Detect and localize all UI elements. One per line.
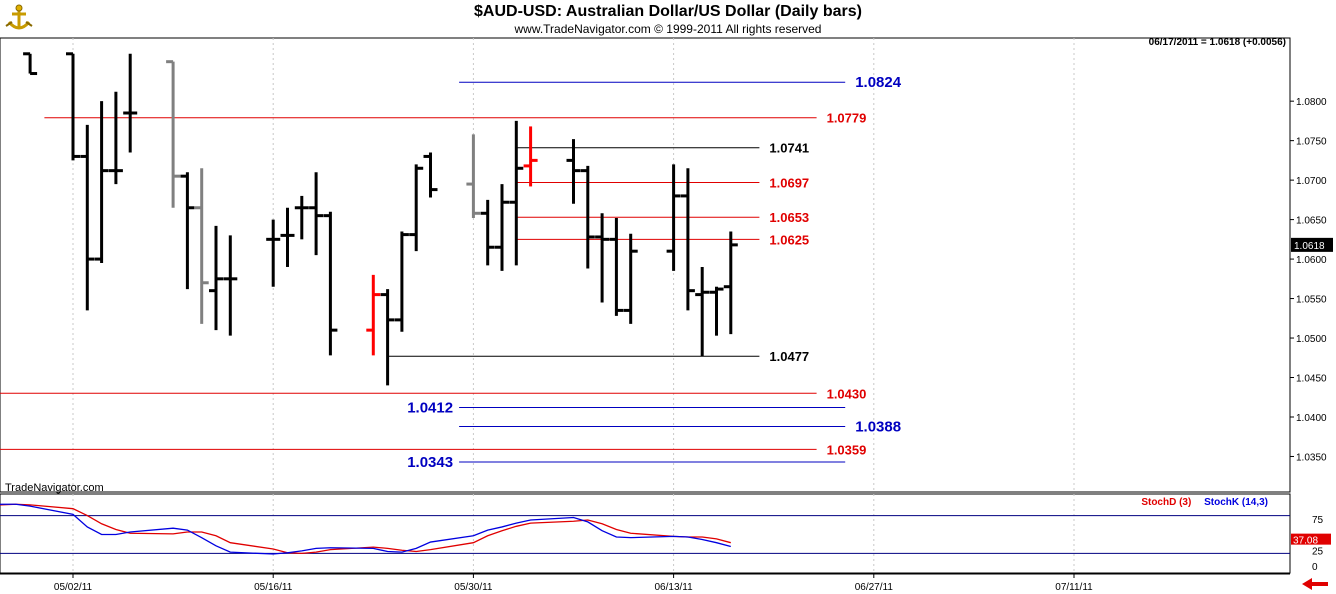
x-tick-label: 05/16/11 — [254, 582, 293, 593]
y-tick-label: 1.0550 — [1296, 295, 1327, 306]
stoch-y-tick-label: 75 — [1312, 515, 1324, 526]
y-tick-label: 1.0800 — [1296, 97, 1327, 108]
x-tick-label: 06/27/11 — [855, 582, 894, 593]
y-tick-label: 1.0450 — [1296, 374, 1327, 385]
y-tick-label: 1.0350 — [1296, 452, 1327, 463]
stoch-series-line — [0, 503, 731, 555]
y-tick-label: 1.0700 — [1296, 176, 1327, 187]
price-panel-frame — [0, 37, 1291, 493]
stoch-last-value-box — [1291, 533, 1331, 545]
last-quote-readout: 06/17/2011 = 1.0618 (+0.0056) — [1148, 37, 1286, 48]
stoch-last-value-label: 37.08 — [1293, 536, 1318, 547]
y-tick-label: 1.0750 — [1296, 137, 1327, 148]
level-label: 1.0653 — [769, 210, 809, 225]
y-tick-label: 1.0400 — [1296, 413, 1327, 424]
level-label: 1.0779 — [827, 111, 867, 126]
level-label: 1.0430 — [827, 386, 867, 401]
level-label: 1.0824 — [855, 74, 902, 91]
watermark: TradeNavigator.com — [5, 482, 104, 494]
level-label: 1.0477 — [769, 349, 809, 364]
legend-stoch-d: StochD (3) — [1141, 497, 1192, 508]
scroll-right-arrow-icon[interactable] — [1300, 577, 1330, 591]
x-tick-label: 06/13/11 — [655, 582, 694, 593]
stoch-panel-frame — [0, 493, 1291, 574]
level-label: 1.0741 — [769, 141, 809, 156]
x-tick-label: 05/30/11 — [454, 582, 493, 593]
x-tick-label: 05/02/11 — [54, 582, 93, 593]
y-tick-label: 1.0500 — [1296, 334, 1327, 345]
level-label: 1.0697 — [769, 175, 809, 190]
copyright-subtitle: www.TradeNavigator.com © 1999-2011 All r… — [514, 22, 822, 36]
stoch-y-tick-label: 25 — [1312, 546, 1324, 557]
last-price-box — [1291, 237, 1333, 252]
level-label: 1.0412 — [407, 400, 453, 417]
chart-title: $AUD-USD: Australian Dollar/US Dollar (D… — [474, 3, 862, 20]
level-label: 1.0359 — [827, 442, 867, 457]
stoch-y-tick-label: 0 — [1312, 562, 1318, 573]
legend-stoch-k: StochK (14,3) — [1204, 497, 1268, 508]
level-label: 1.0625 — [769, 232, 809, 247]
stoch-series-line — [0, 503, 731, 555]
x-tick-label: 07/11/11 — [1055, 582, 1093, 593]
stochastic-legend: StochD (3) StochK (14,3) — [1131, 497, 1268, 508]
level-label: 1.0343 — [407, 454, 453, 471]
level-label: 1.0388 — [855, 418, 901, 435]
y-tick-label: 1.0650 — [1296, 216, 1327, 227]
last-price-label: 1.0618 — [1294, 241, 1325, 252]
trade-navigator-logo-icon — [2, 2, 36, 36]
y-tick-label: 1.0600 — [1296, 255, 1327, 266]
